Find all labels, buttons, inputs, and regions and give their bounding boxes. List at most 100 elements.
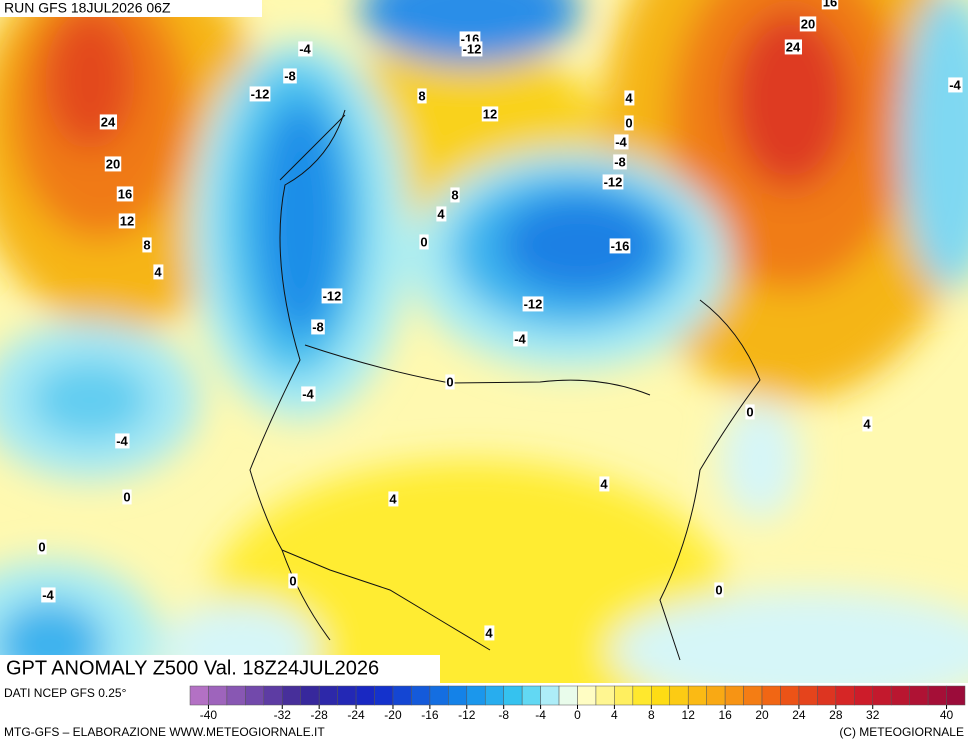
contour-label: -4 <box>514 331 526 346</box>
colorbar-tick-label: 12 <box>682 708 696 722</box>
contour-label: 0 <box>746 404 753 419</box>
contour-label-box <box>288 573 298 589</box>
colorbar-swatch <box>263 685 283 706</box>
contour-label-box <box>41 587 56 603</box>
contour-label-box <box>311 319 325 335</box>
colorbar-swatch <box>503 685 523 706</box>
colorbar-swatch <box>780 685 800 706</box>
source: DATI NCEP GFS 0.25° <box>4 686 127 700</box>
title: GPT ANOMALY Z500 Val. 18Z24JUL2026 <box>6 657 379 679</box>
contour-label: 24 <box>101 114 116 129</box>
contour-label-box <box>419 234 429 250</box>
contour-label-box <box>624 90 635 106</box>
colorbar-tick-label: -20 <box>384 708 402 722</box>
contour-label-box <box>609 238 631 254</box>
colorbar-tick-label: 32 <box>866 708 880 722</box>
colorbar-swatch <box>761 685 781 706</box>
contour-label-box <box>481 106 499 122</box>
contour-label-box <box>445 374 455 390</box>
run-label: RUN GFS 18JUL2026 06Z <box>4 0 171 16</box>
contour-label: 12 <box>483 106 497 121</box>
colorbar-swatch <box>521 685 541 706</box>
colorbar-tick-label: 0 <box>574 708 581 722</box>
colorbar-swatch <box>484 685 504 706</box>
contour-label-box <box>116 186 134 202</box>
colorbar-swatch <box>909 685 929 706</box>
colorbar-swatch <box>632 685 652 706</box>
colorbar-tick-label: -24 <box>347 708 365 722</box>
colorbar-swatch <box>374 685 394 706</box>
contour-label: -12 <box>251 86 270 101</box>
contour-label: -4 <box>42 587 54 602</box>
contour-label: -16 <box>611 238 630 253</box>
contour-label: 4 <box>389 491 397 506</box>
colorbar-swatch <box>208 685 228 706</box>
contour-label: 0 <box>123 489 130 504</box>
colorbar-swatch <box>872 685 892 706</box>
contour-label-box <box>283 68 297 84</box>
contour-label: 4 <box>154 264 162 279</box>
colorbar-swatch <box>724 685 744 706</box>
contour-label-box <box>436 206 447 222</box>
colorbar-swatch <box>392 685 412 706</box>
colorbar-tick-label: 16 <box>718 708 732 722</box>
colorbar-swatch <box>429 685 449 706</box>
colorbar-tick-label: -8 <box>498 708 509 722</box>
contour-label-box <box>624 115 634 131</box>
contour-label-box <box>821 0 839 10</box>
colorbar-swatch <box>448 685 468 706</box>
contour-label-box <box>417 88 427 104</box>
contour-label: -8 <box>284 68 296 83</box>
colorbar-swatch <box>614 685 634 706</box>
contour-label-box <box>99 114 117 130</box>
contour-label: -12 <box>524 296 543 311</box>
colorbar-tick-label: -32 <box>274 708 292 722</box>
contour-label: 8 <box>418 88 425 103</box>
contour-label: 0 <box>715 582 722 597</box>
contour-label-box <box>602 174 624 190</box>
colorbar-swatch <box>282 685 301 706</box>
contour-label-box <box>614 134 629 150</box>
colorbar-swatch <box>411 685 431 706</box>
colorbar-swatch <box>558 685 578 706</box>
contour-label: 20 <box>106 156 120 171</box>
contour-label-box <box>484 625 495 641</box>
contour-label-box <box>522 296 544 312</box>
colorbar-swatch <box>300 685 320 706</box>
contour-label-box <box>799 16 817 32</box>
contour-label-box <box>122 489 132 505</box>
colorbar-swatch <box>817 685 837 706</box>
contour-label: 24 <box>786 39 801 54</box>
footer-right: (C) METEOGIORNALE <box>839 725 964 739</box>
colorbar-tick-label: 8 <box>648 708 655 722</box>
colorbar-tick-label: -16 <box>421 708 439 722</box>
colorbar-swatch <box>743 685 763 706</box>
contour-label: 0 <box>38 539 45 554</box>
contour-label: 8 <box>451 187 458 202</box>
contour-label: -4 <box>299 41 311 56</box>
contour-label: 0 <box>446 374 453 389</box>
contour-label: 12 <box>120 213 134 228</box>
colorbar-swatch <box>669 685 689 706</box>
contour-label-box <box>613 154 627 170</box>
contour-label-box <box>513 331 528 347</box>
colorbar-swatch <box>466 685 486 706</box>
colorbar-swatch <box>318 685 338 706</box>
contour-label: 4 <box>485 625 493 640</box>
contour-label: -12 <box>323 288 342 303</box>
contour-label: -12 <box>463 41 482 56</box>
colorbar-swatch <box>651 685 671 706</box>
colorbar-swatch <box>706 685 726 706</box>
contour-label: 0 <box>625 115 632 130</box>
colorbar-swatch <box>245 685 265 706</box>
contour-label-box <box>862 416 873 432</box>
title-box <box>0 655 440 683</box>
colorbar-swatch <box>540 685 560 706</box>
contour-label-box <box>37 539 47 555</box>
contour-label: 16 <box>823 0 837 9</box>
colorbar-swatch <box>927 685 947 706</box>
contour-label-box <box>784 39 802 55</box>
colorbar-swatch <box>687 685 707 706</box>
colorbar-swatch <box>595 685 615 706</box>
colorbar-tick-label: -4 <box>535 708 546 722</box>
